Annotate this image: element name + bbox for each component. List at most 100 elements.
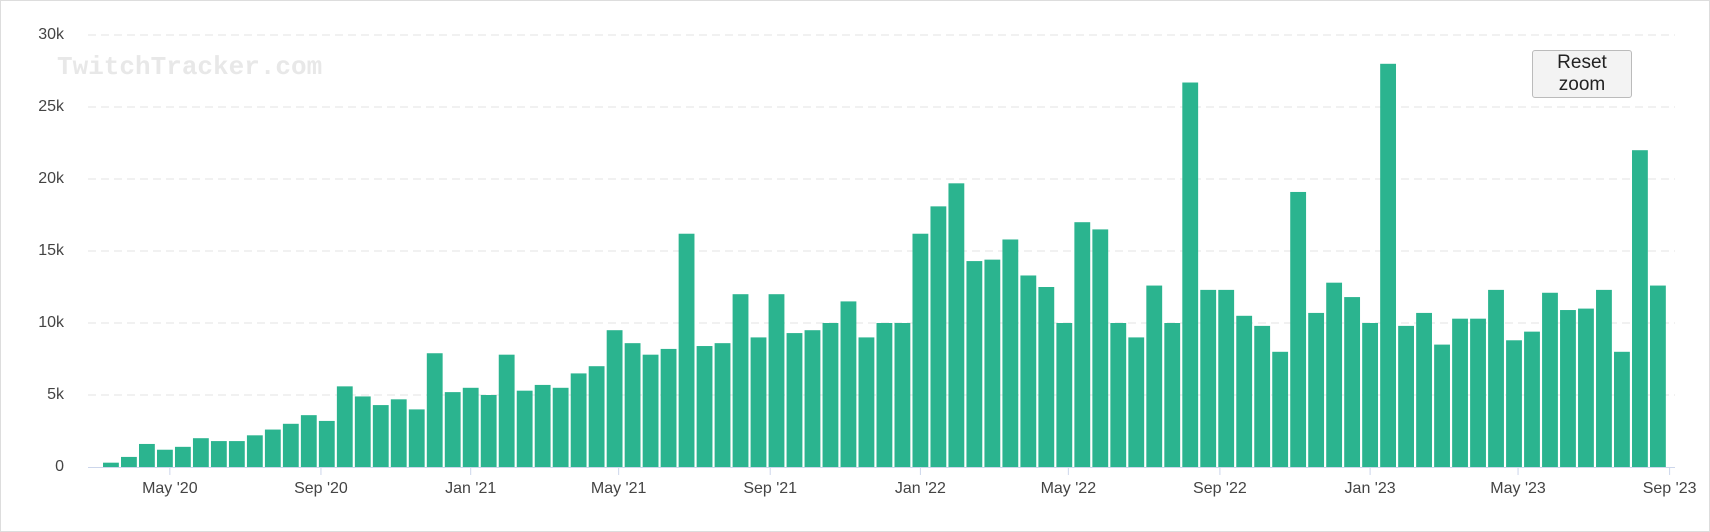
bar (1578, 308, 1594, 467)
bar (804, 330, 821, 467)
bar (1398, 325, 1414, 467)
bar (444, 392, 461, 467)
bar (1164, 323, 1181, 467)
bar (570, 373, 587, 467)
bar (1632, 150, 1648, 467)
bar (354, 396, 371, 467)
bar (696, 346, 713, 467)
y-tick-label: 5k (47, 386, 65, 403)
bar (840, 301, 857, 467)
bar (1110, 323, 1127, 467)
bar (822, 323, 839, 467)
x-tick-label: May '20 (142, 480, 198, 497)
bar (1596, 289, 1612, 467)
bar (1002, 239, 1019, 467)
bar (1038, 287, 1055, 467)
bar (1434, 344, 1450, 467)
bar (786, 333, 803, 467)
bar (912, 233, 929, 467)
bar (1344, 297, 1361, 467)
bar (246, 435, 263, 467)
bar (1254, 325, 1271, 467)
bar (228, 441, 245, 467)
bar (498, 354, 515, 467)
bar (480, 395, 497, 467)
reset-zoom-button[interactable]: Reset zoom (1532, 50, 1632, 98)
y-tick-label: 0 (55, 458, 64, 475)
bar (282, 423, 299, 467)
bar (1308, 312, 1325, 467)
bar (1218, 289, 1235, 467)
bar (318, 420, 335, 467)
bar (948, 183, 965, 467)
bar (300, 415, 317, 467)
bar (1272, 351, 1289, 467)
bar (264, 429, 281, 467)
x-tick-label: Sep '21 (743, 480, 797, 497)
x-tick-label: May '22 (1041, 480, 1097, 497)
bar (138, 443, 155, 467)
bar (768, 294, 785, 467)
bar (534, 384, 551, 467)
bar (894, 323, 911, 467)
bar (552, 387, 569, 467)
watermark: TwitchTracker.com (57, 52, 322, 82)
bar (1416, 312, 1432, 467)
bar (1326, 282, 1343, 467)
bar (1542, 292, 1558, 467)
bar (1506, 340, 1522, 467)
bar (678, 233, 695, 467)
bar (660, 348, 677, 467)
bar (336, 386, 353, 467)
bar (516, 390, 533, 467)
bar (103, 462, 119, 467)
bar (462, 387, 479, 467)
bar (1092, 229, 1109, 467)
bar (1182, 82, 1199, 468)
bar (1128, 337, 1145, 467)
bar (390, 399, 407, 467)
bar (1290, 191, 1307, 467)
bar (1236, 315, 1253, 467)
bar (372, 405, 389, 467)
bar (1362, 323, 1379, 467)
x-tick-label: Sep '23 (1643, 480, 1697, 497)
bar (192, 438, 209, 467)
bar (930, 206, 947, 468)
bar (732, 294, 749, 467)
bar (876, 323, 893, 467)
bar (1200, 289, 1217, 467)
bar (1380, 63, 1397, 468)
bar (1020, 275, 1037, 467)
bar (1074, 222, 1091, 467)
bar (1056, 323, 1073, 467)
x-tick-label: May '23 (1490, 480, 1546, 497)
x-tick-label: Sep '20 (294, 480, 348, 497)
y-tick-label: 30k (38, 26, 65, 43)
bar (1560, 310, 1576, 467)
bar (1649, 285, 1666, 467)
bar (642, 354, 659, 467)
bar (1614, 351, 1630, 467)
x-tick-label: Jan '23 (1345, 480, 1396, 497)
bar (210, 441, 227, 467)
bar (606, 330, 623, 467)
bar (408, 409, 425, 467)
y-tick-label: 15k (38, 242, 65, 259)
bar (1524, 331, 1540, 467)
bar (426, 353, 443, 467)
bar (750, 337, 767, 467)
y-tick-label: 20k (38, 170, 65, 187)
bar (156, 449, 173, 467)
bar (174, 446, 191, 467)
bar (1470, 318, 1486, 467)
y-tick-label: 10k (38, 314, 65, 331)
bar (624, 343, 641, 467)
bar (1452, 318, 1468, 467)
bar (858, 337, 875, 467)
x-tick-label: May '21 (591, 480, 647, 497)
bar (984, 259, 1001, 467)
x-tick-label: Jan '22 (895, 480, 946, 497)
